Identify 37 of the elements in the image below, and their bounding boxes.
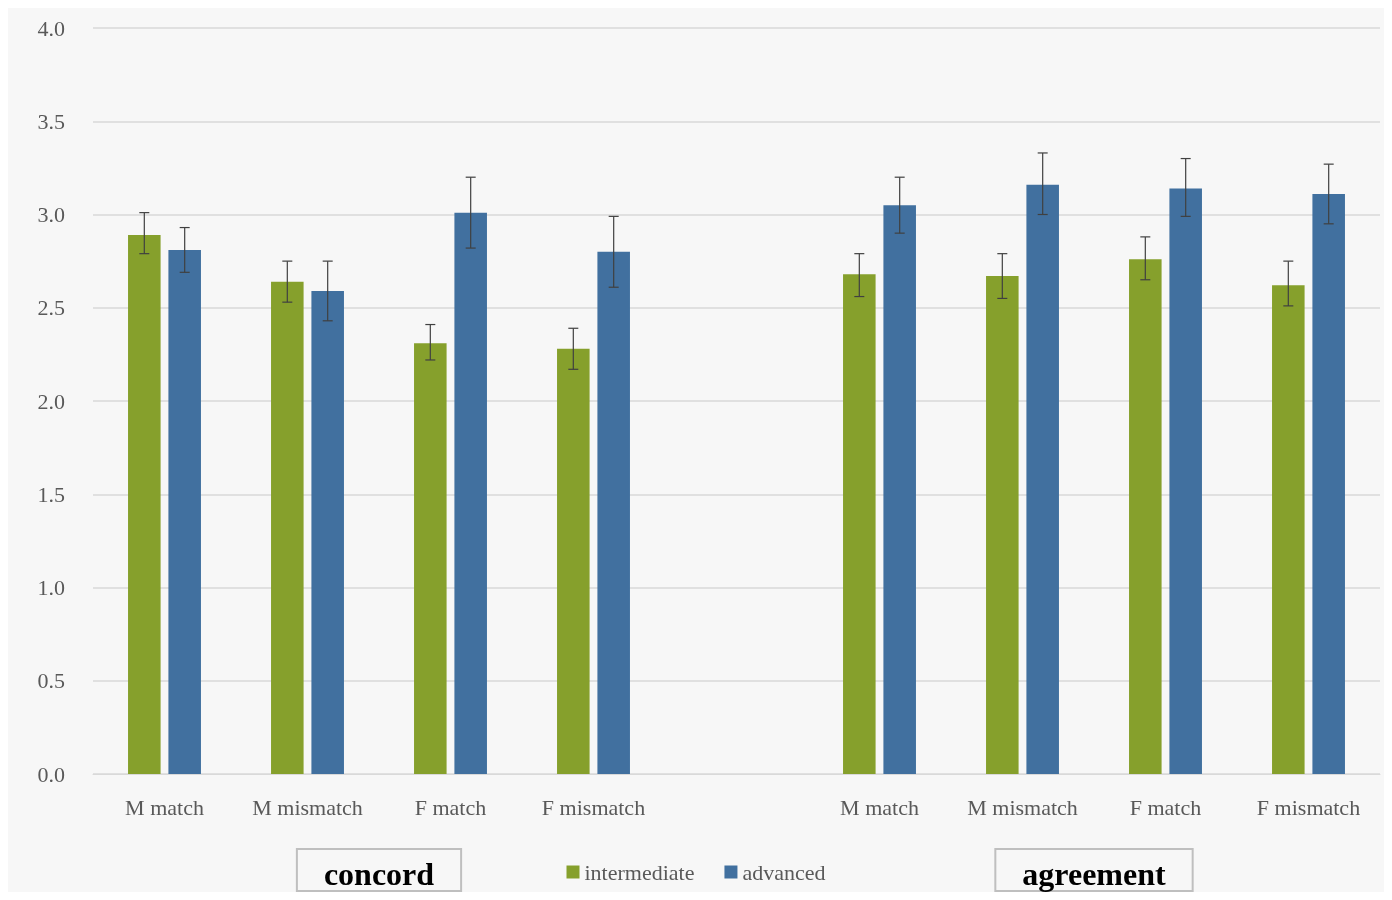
x-tick-label: M mismatch [967,794,1078,820]
text: concord [323,856,435,892]
y-tick-label: 2.0 [37,388,65,414]
bar [597,251,630,774]
bar [1312,193,1345,774]
y-tick-label: 3.0 [37,202,65,227]
bar [557,348,590,774]
bar [986,276,1019,774]
bar [168,249,201,774]
x-tick-label: F match [414,794,487,820]
x-tick-label: F match [1129,794,1202,820]
x-tick-label: M match [125,794,204,820]
y-tick-label: 4.0 [37,15,65,41]
x-tick-label: F mismatch [1256,794,1361,820]
bar [311,290,344,774]
x-tick-label: F mismatch [541,794,646,820]
y-tick-label: 1.5 [37,481,65,507]
y-tick-label: 0.0 [37,761,65,787]
bar [414,343,447,774]
y-tick-label: 1.0 [37,575,65,600]
text: agreement [1022,856,1167,892]
bar [454,212,487,774]
bar [128,235,161,774]
bar [1169,188,1202,774]
bar [883,205,916,774]
y-tick-label: 3.5 [37,108,65,134]
bar [271,281,304,774]
bar [1129,259,1162,774]
bar [1272,285,1305,774]
x-tick-label: M match [840,794,919,820]
y-tick-label: 0.5 [37,668,65,694]
x-tick-label: M mismatch [252,794,363,820]
y-tick-label: 2.5 [37,295,65,321]
legend-label: intermediate [584,859,695,885]
bar [843,274,876,774]
legend-label: advanced [742,859,826,885]
bar [1026,184,1059,774]
